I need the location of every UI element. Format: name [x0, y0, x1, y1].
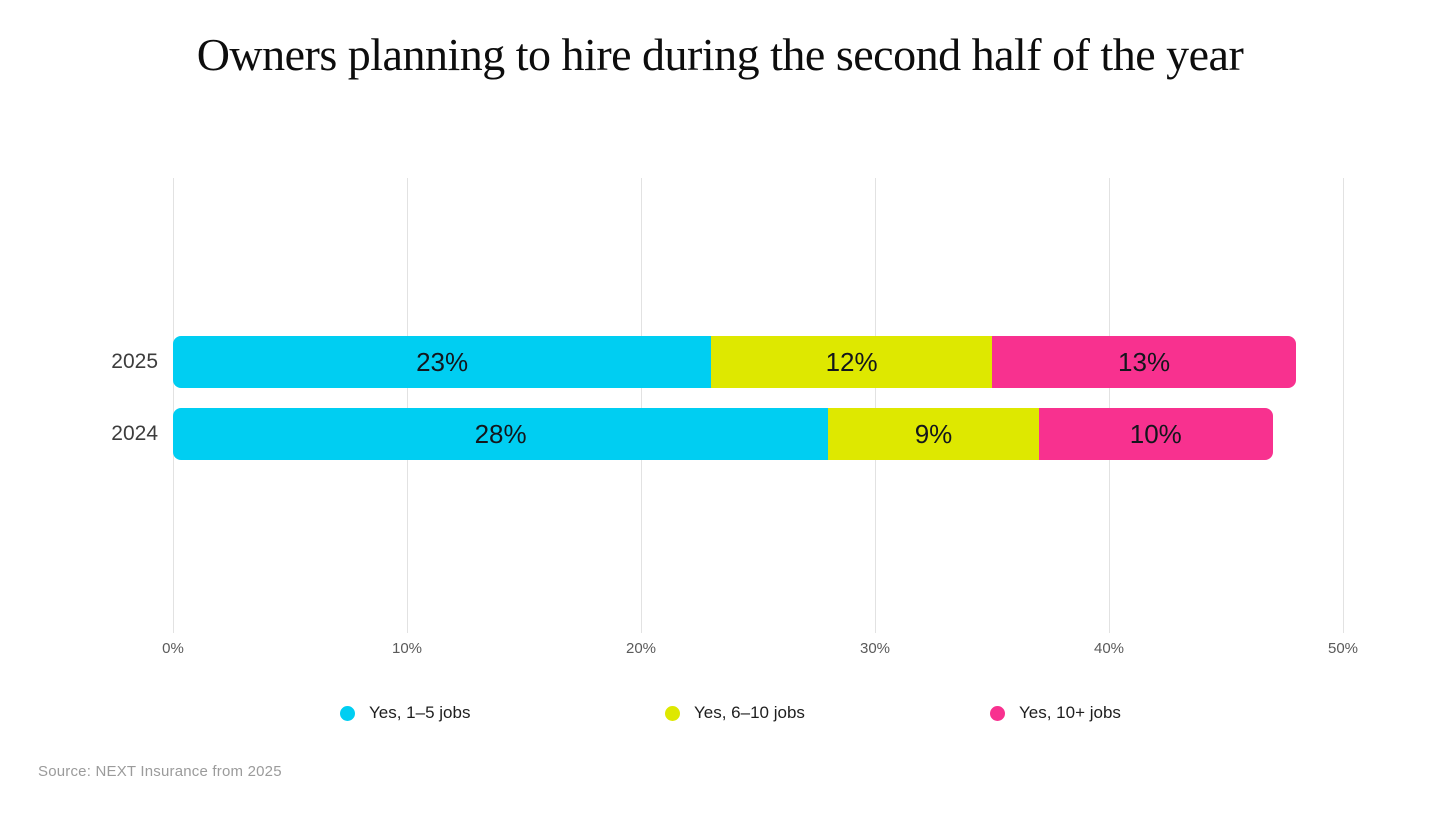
gridline-40% [1109, 178, 1110, 633]
legend-item: Yes, 10+ jobs [990, 703, 1121, 723]
x-tick-label: 50% [1327, 640, 1359, 657]
bar-segment: 9% [828, 408, 1039, 460]
legend-item: Yes, 1–5 jobs [340, 703, 470, 723]
bar-segment: 13% [991, 336, 1297, 388]
plot-area: 23% 12% 13% 28% 9% 10% [173, 178, 1344, 633]
bar-value-label: 9% [914, 418, 953, 449]
bar-value-label: 28% [474, 418, 527, 449]
gridline-20% [641, 178, 642, 633]
legend-dot-icon [990, 705, 1005, 721]
bar-value-label: 12% [825, 346, 878, 377]
y-axis-label-2024: 2024 [111, 422, 158, 445]
source-note: Source: NEXT Insurance from 2025 [38, 763, 282, 780]
legend-dot-icon [665, 705, 680, 721]
gridline-10% [407, 178, 408, 633]
legend-item: Yes, 6–10 jobs [665, 703, 805, 723]
bar-segment: 28% [173, 408, 829, 460]
x-tick-label: 30% [859, 640, 891, 657]
x-tick-label: 10% [391, 640, 423, 657]
legend-label: Yes, 10+ jobs [1019, 703, 1121, 722]
x-tick-label: 20% [625, 640, 657, 657]
bar-value-label: 13% [1118, 346, 1171, 377]
chart-title: Owners planning to hire during the secon… [196, 29, 1244, 80]
x-tick-label: 0% [162, 640, 184, 657]
gridline-30% [875, 178, 876, 633]
bar-row-2025: 23% 12% 13% [173, 336, 1297, 388]
x-tick-label: 40% [1093, 640, 1125, 657]
gridline-0% [173, 178, 174, 633]
bar-value-label: 23% [416, 346, 469, 377]
legend-dot-icon [340, 705, 355, 721]
bar-segment: 23% [173, 336, 712, 388]
bar-value-label: 10% [1129, 418, 1182, 449]
bar-segment: 12% [711, 336, 992, 388]
legend-label: Yes, 6–10 jobs [694, 703, 805, 722]
gridline-50% [1343, 178, 1344, 633]
bar-row-2024: 28% 9% 10% [173, 408, 1273, 460]
legend-label: Yes, 1–5 jobs [369, 703, 471, 722]
y-axis-label-2025: 2025 [111, 350, 158, 373]
bar-segment: 10% [1038, 408, 1273, 460]
